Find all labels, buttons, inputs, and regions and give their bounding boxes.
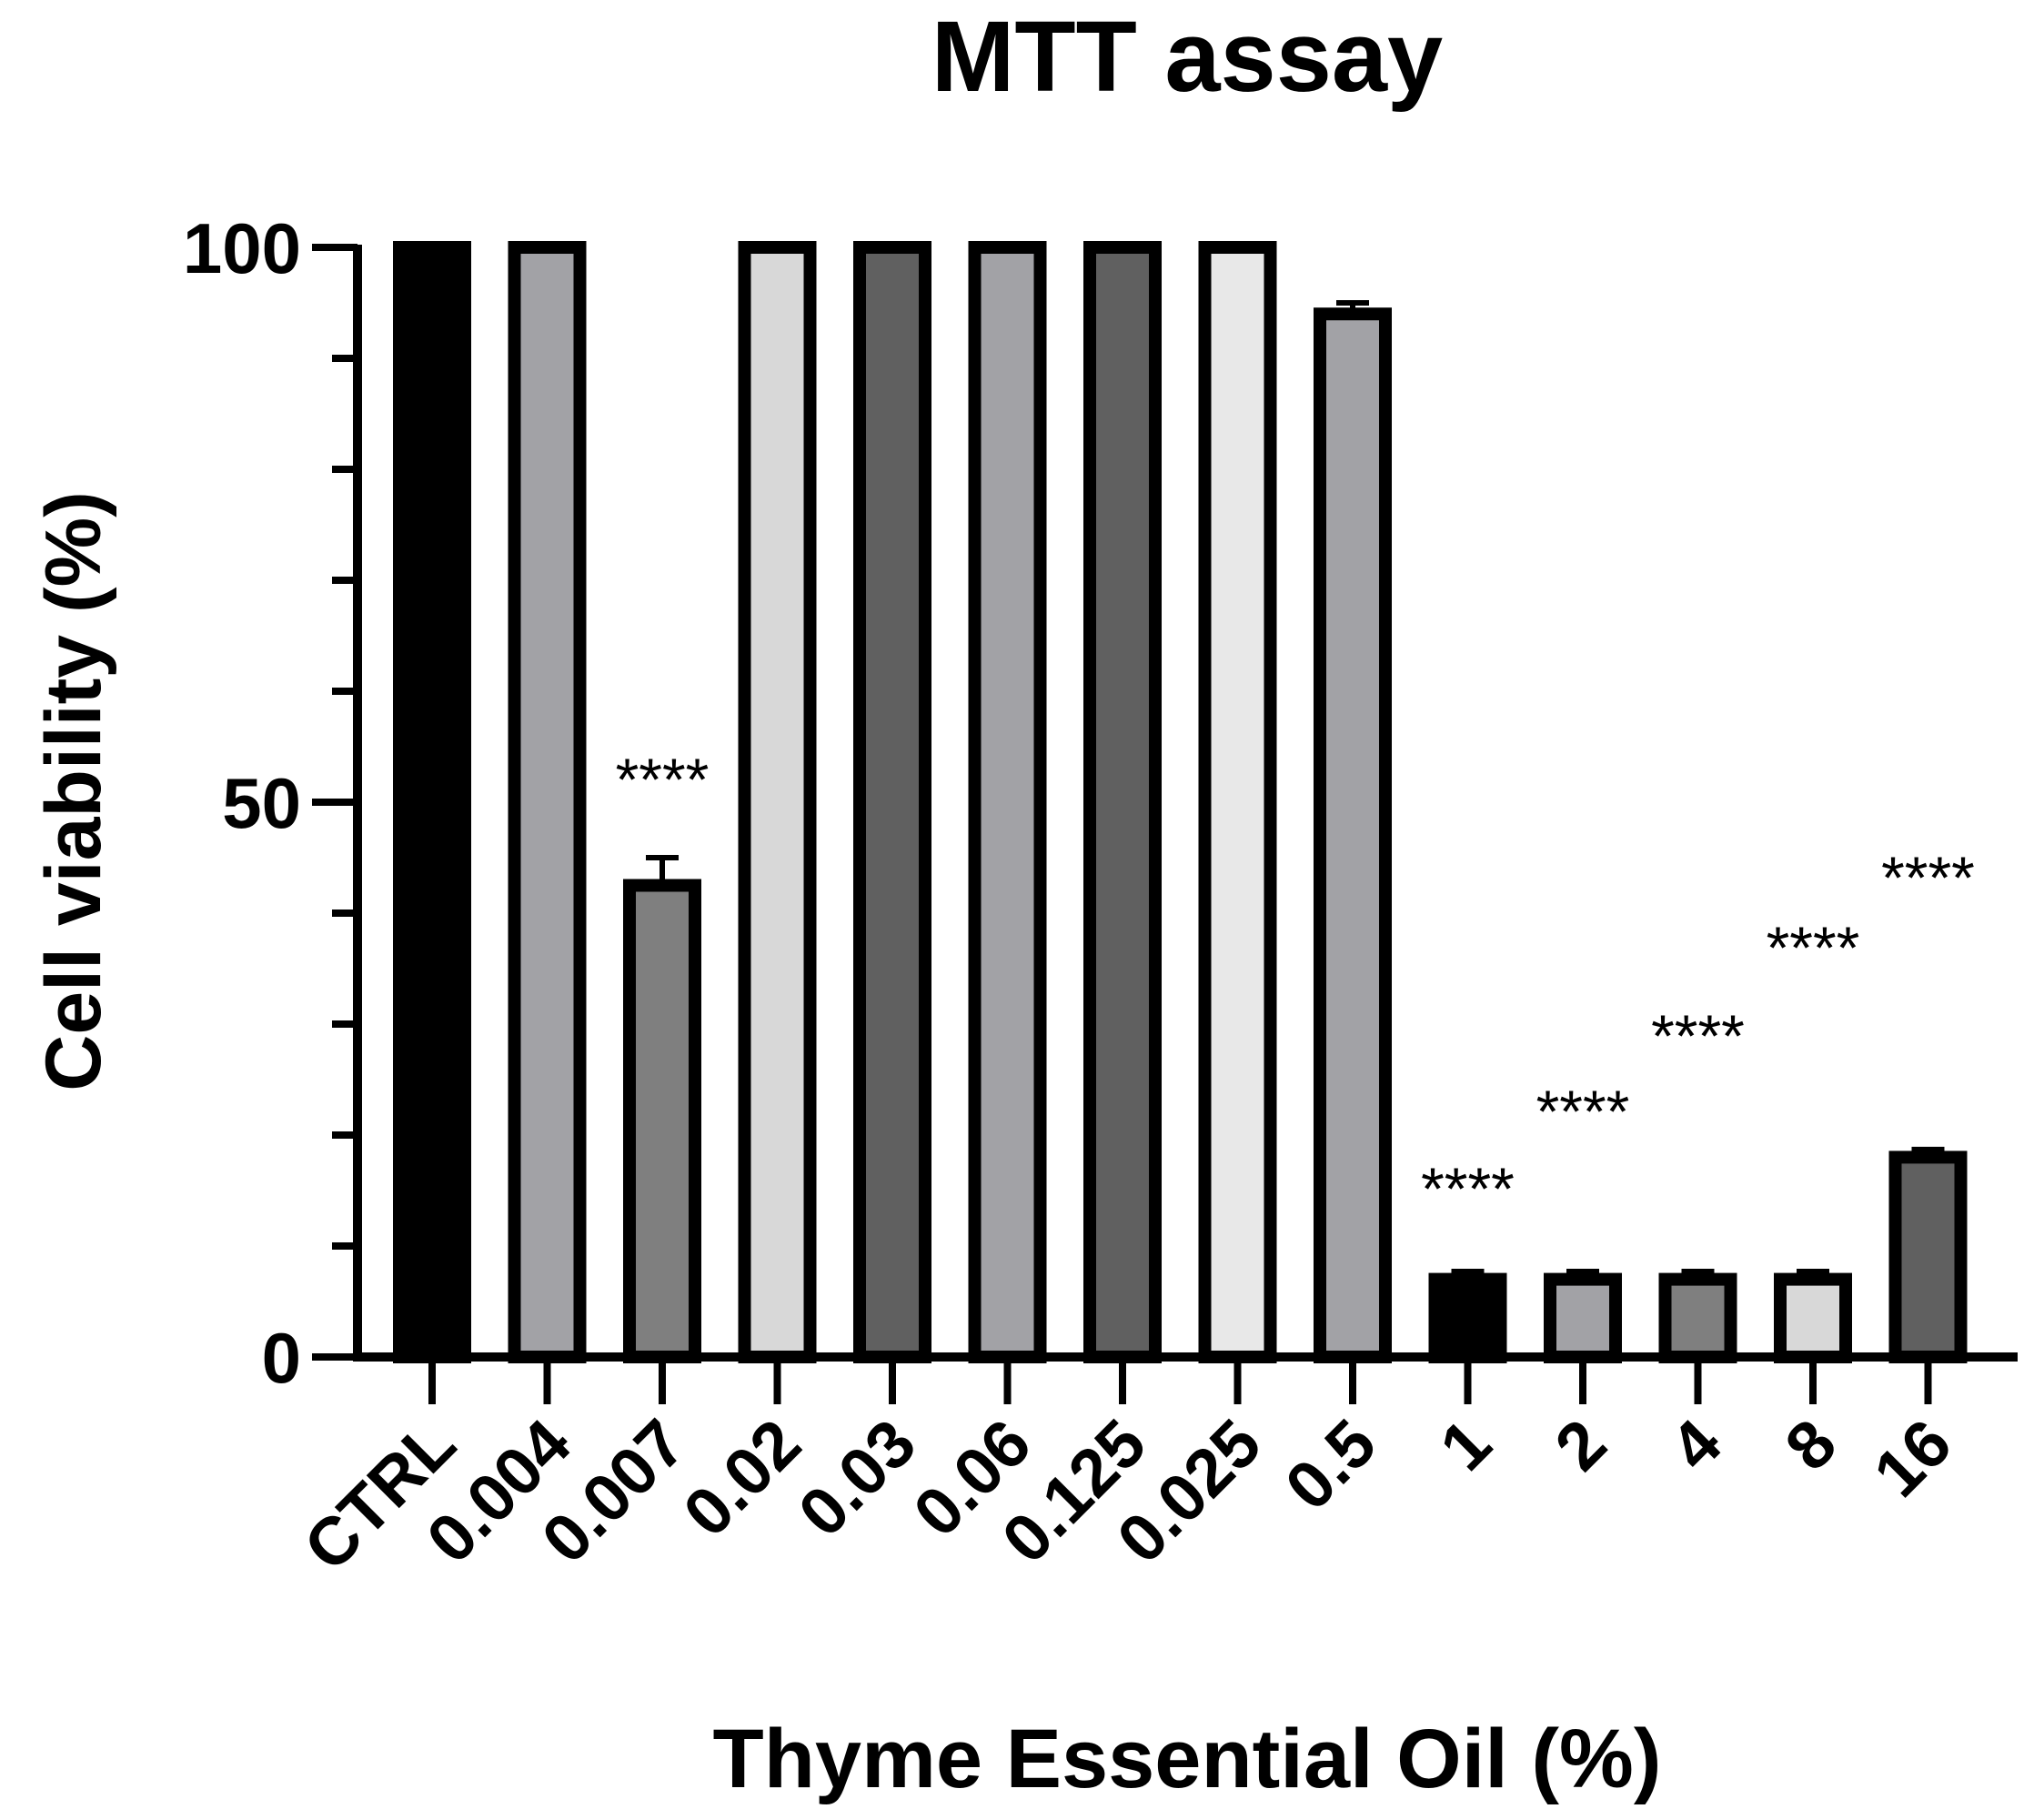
bar [1083,241,1162,1363]
bar [1888,1151,1968,1364]
bar [1428,1272,1507,1363]
x-tick-label: 8 [1771,1405,1851,1485]
bar [738,241,817,1363]
x-tick-label: 4 [1656,1405,1736,1485]
x-tick-label: 0.5 [1271,1405,1390,1524]
x-tick-label: 0.02 [669,1405,815,1552]
plot-area: ************************050100CTRL0.0040… [183,208,2018,1585]
y-tick-label: 100 [183,208,301,288]
bar [1658,1272,1737,1363]
significance-label: **** [1767,914,1860,981]
bar [968,241,1047,1363]
y-tick-label: 50 [222,763,301,843]
chart-title: MTT assay [931,1,1443,113]
bar [1774,1272,1852,1363]
significance-label: **** [1881,844,1975,911]
significance-label: **** [1536,1078,1630,1145]
bar [1198,241,1277,1363]
significance-label: **** [616,746,710,813]
significance-label: **** [1421,1155,1515,1222]
x-tick-label: 1 [1425,1405,1505,1485]
x-tick-label: 16 [1859,1405,1966,1512]
bar [1544,1272,1622,1363]
x-tick-label: 0.03 [784,1405,931,1552]
bar [508,241,587,1363]
significance-label: **** [1651,1002,1745,1070]
bar [1314,307,1392,1364]
bar [853,241,931,1363]
y-tick-label: 0 [262,1318,301,1398]
y-axis-label: Cell viability (%) [30,491,117,1091]
bar [623,879,701,1363]
x-axis-label: Thyme Essential Oil (%) [713,1713,1662,1805]
bar [393,241,471,1363]
x-tick-label: 2 [1541,1405,1621,1485]
